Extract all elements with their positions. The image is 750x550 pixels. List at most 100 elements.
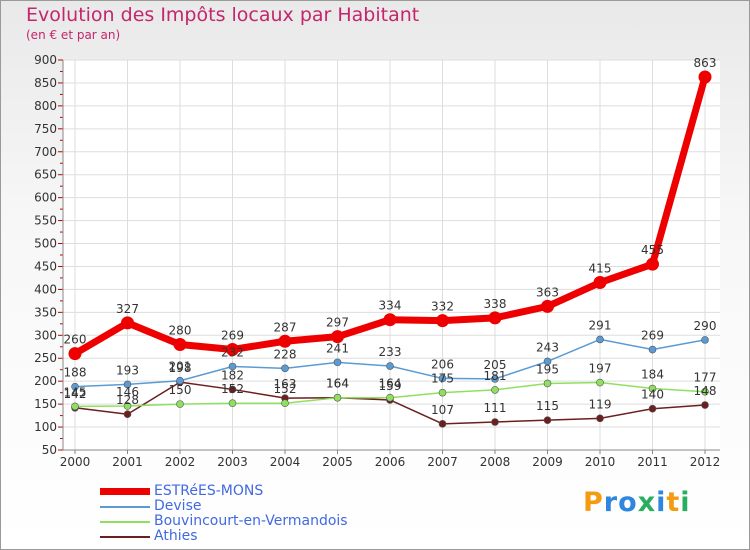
data-label: 233 (379, 345, 402, 359)
data-label: 363 (536, 285, 559, 299)
y-tick-label: 700 (34, 145, 57, 159)
data-label: 142 (64, 387, 87, 401)
x-tick-label: 2007 (427, 455, 458, 469)
series-point-1 (543, 357, 552, 366)
series-point-2 (333, 393, 342, 402)
data-label: 146 (116, 385, 139, 399)
data-label: 297 (326, 316, 349, 330)
legend-swatch (100, 536, 150, 538)
y-tick-label: 900 (34, 53, 57, 67)
data-label: 201 (169, 360, 192, 374)
data-label: 334 (379, 299, 402, 313)
y-tick-label: 200 (34, 374, 57, 388)
series-point-1 (333, 358, 342, 367)
data-label: 164 (379, 377, 402, 391)
series-point-0 (488, 311, 502, 325)
data-label: 188 (64, 366, 87, 380)
series-point-0 (383, 313, 397, 327)
data-label: 152 (274, 382, 297, 396)
data-label: 327 (116, 302, 139, 316)
series-point-2 (543, 379, 552, 388)
data-label: 415 (589, 262, 612, 276)
x-tick-label: 2006 (375, 455, 406, 469)
series-point-3 (123, 410, 132, 419)
data-label: 197 (589, 362, 612, 376)
data-label: 205 (484, 358, 507, 372)
logo-letter: x (637, 487, 657, 518)
x-tick-label: 2012 (690, 455, 721, 469)
x-tick-label: 2005 (322, 455, 353, 469)
series-point-0 (173, 337, 187, 351)
series-point-2 (438, 388, 447, 397)
y-tick-label: 800 (34, 99, 57, 113)
series-point-2 (228, 399, 237, 408)
data-label: 107 (431, 403, 454, 417)
data-label: 115 (536, 399, 559, 413)
data-label: 287 (274, 320, 297, 334)
series-point-2 (596, 378, 604, 387)
y-tick-label: 50 (42, 443, 57, 457)
series-point-1 (596, 335, 604, 344)
data-label: 182 (221, 368, 244, 382)
data-label: 164 (326, 377, 349, 391)
legend-label: ESTRéES-MONS (154, 483, 264, 499)
data-label: 193 (116, 363, 139, 377)
y-tick-label: 750 (34, 122, 57, 136)
data-label: 863 (694, 56, 717, 70)
data-label: 332 (431, 300, 454, 314)
series-point-1 (123, 380, 132, 389)
data-label: 228 (274, 347, 297, 361)
series-point-3 (491, 418, 499, 426)
series-point-2 (281, 399, 289, 408)
y-tick-label: 150 (34, 397, 57, 411)
y-tick-label: 500 (34, 237, 57, 251)
series-point-1 (438, 374, 447, 383)
data-label: 280 (169, 323, 192, 337)
logo-letter: i (656, 487, 667, 518)
series-point-1 (71, 382, 79, 391)
data-label: 145 (64, 385, 87, 399)
data-label: 128 (116, 393, 139, 407)
data-label: 198 (169, 361, 192, 375)
proxiti-logo: Proxiti (583, 487, 691, 518)
series-point-2 (71, 402, 79, 411)
x-tick-label: 2002 (165, 455, 196, 469)
series-point-0 (121, 316, 134, 330)
data-label: 241 (326, 341, 349, 355)
y-tick-label: 400 (34, 282, 57, 296)
data-label: 181 (484, 369, 507, 383)
data-label: 269 (221, 329, 244, 343)
data-label: 175 (431, 372, 454, 386)
data-label: 455 (641, 243, 664, 257)
logo-letter: P (583, 487, 604, 518)
x-tick-label: 2011 (637, 455, 668, 469)
data-label: 195 (536, 362, 559, 376)
series-point-3 (438, 420, 447, 428)
series-point-3 (648, 404, 657, 413)
legend-swatch (100, 521, 150, 523)
x-tick-label: 2010 (585, 455, 616, 469)
y-tick-label: 850 (34, 76, 57, 90)
x-tick-label: 2000 (60, 455, 91, 469)
chart-subtitle: (en € et par an) (26, 28, 121, 42)
series-point-0 (68, 347, 82, 361)
logo-letter: i (680, 487, 691, 518)
data-label: 291 (589, 318, 612, 332)
series-point-0 (593, 276, 607, 290)
data-label: 152 (221, 382, 244, 396)
legend-label: Athies (154, 528, 198, 544)
data-label: 206 (431, 357, 454, 371)
y-tick-label: 300 (34, 328, 57, 342)
data-label: 140 (641, 388, 664, 402)
data-label: 119 (589, 397, 612, 411)
legend-swatch (100, 506, 150, 508)
data-label: 243 (536, 340, 559, 354)
logo-letter: t (666, 487, 681, 518)
series-point-0 (226, 343, 239, 357)
legend-label: Devise (154, 498, 202, 514)
data-label: 184 (641, 368, 664, 382)
data-label: 148 (694, 384, 717, 398)
data-label: 269 (641, 329, 664, 343)
series-point-1 (648, 345, 657, 354)
plot-area (63, 60, 720, 450)
